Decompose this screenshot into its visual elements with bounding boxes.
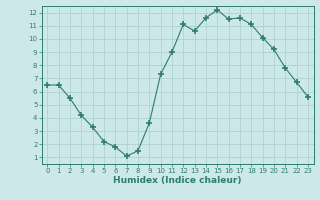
X-axis label: Humidex (Indice chaleur): Humidex (Indice chaleur) [113,176,242,185]
